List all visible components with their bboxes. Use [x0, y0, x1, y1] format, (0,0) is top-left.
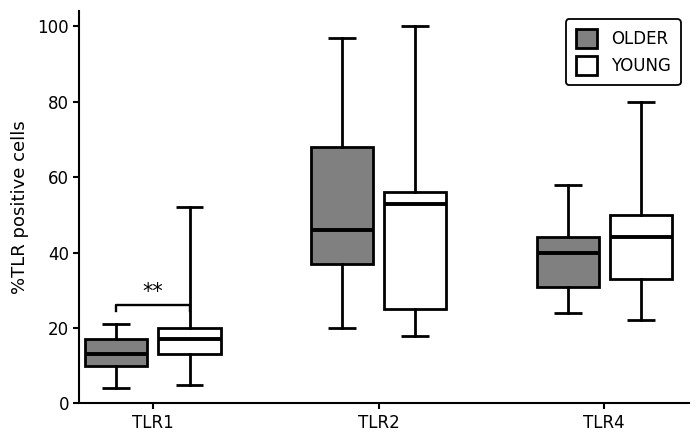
Bar: [85, 339, 147, 366]
Bar: [610, 215, 672, 279]
Bar: [536, 237, 598, 287]
Y-axis label: %TLR positive cells: %TLR positive cells: [11, 120, 29, 294]
Legend: OLDER, YOUNG: OLDER, YOUNG: [566, 19, 680, 85]
Bar: [158, 328, 220, 354]
Text: **: **: [143, 282, 163, 303]
Bar: [311, 147, 373, 264]
Bar: [384, 192, 447, 309]
